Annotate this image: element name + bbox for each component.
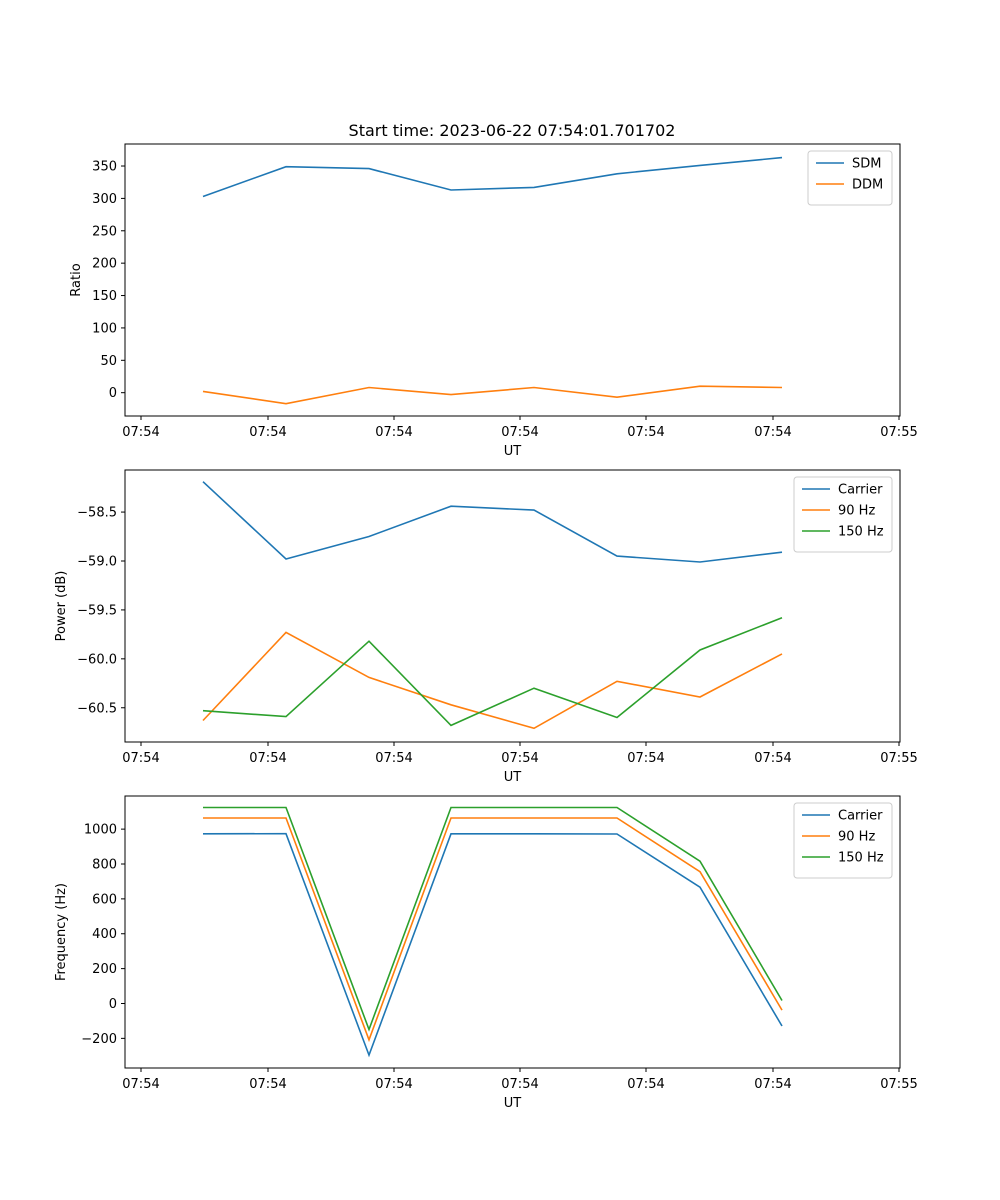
y-tick-label: −60.5 <box>77 701 117 716</box>
series-line-150-hz <box>203 806 783 1032</box>
y-tick-label: 0 <box>109 997 117 1012</box>
y-tick-label: 0 <box>109 386 117 401</box>
legend-label: 150 Hz <box>838 525 884 540</box>
series-line-carrier <box>202 832 783 1058</box>
legend-label: 90 Hz <box>838 830 875 845</box>
y-axis-label: Frequency (Hz) <box>54 883 69 981</box>
x-tick-label: 07:54 <box>627 751 664 766</box>
x-tick-label: 07:54 <box>375 751 412 766</box>
y-tick-label: −60.0 <box>77 652 117 667</box>
legend-label: SDM <box>852 157 881 172</box>
y-tick-label: 200 <box>92 962 117 977</box>
legend-label: 90 Hz <box>838 504 875 519</box>
x-tick-label: 07:54 <box>375 425 412 440</box>
y-tick-label: 400 <box>92 927 117 942</box>
x-tick-label: 07:54 <box>375 1077 412 1092</box>
x-tick-label: 07:55 <box>880 425 917 440</box>
y-tick-label: 50 <box>100 354 117 369</box>
x-tick-label: 07:54 <box>754 1077 791 1092</box>
y-tick-label: −200 <box>81 1032 117 1047</box>
x-tick-label: 07:54 <box>754 425 791 440</box>
x-tick-label: 07:54 <box>501 751 538 766</box>
x-tick-label: 07:54 <box>627 425 664 440</box>
x-tick-label: 07:54 <box>754 751 791 766</box>
legend-box <box>807 150 893 206</box>
legend-label: 150 Hz <box>838 851 884 866</box>
y-tick-label: −59.0 <box>77 554 117 569</box>
series-line-carrier <box>202 481 783 563</box>
y-tick-label: −58.5 <box>77 506 117 521</box>
axes-frame <box>124 469 901 743</box>
x-tick-label: 07:55 <box>880 751 917 766</box>
series-line-90-hz <box>202 631 783 730</box>
y-tick-label: 100 <box>92 321 117 336</box>
legend-label: Carrier <box>838 483 883 498</box>
y-tick-label: 1000 <box>84 823 117 838</box>
plots: 07:54 07:54 07:54 07:54 07:54 07:54 07:55 0 50 10… <box>54 143 918 1111</box>
y-tick-label: 200 <box>92 257 117 272</box>
legend-box <box>793 476 893 553</box>
x-tick-label: 07:54 <box>249 1077 286 1092</box>
y-tick-label: 300 <box>92 192 117 207</box>
y-tick-label: 800 <box>92 858 117 873</box>
axes-frame <box>124 795 901 1069</box>
x-tick-label: 07:54 <box>501 1077 538 1092</box>
series-line-90-hz <box>203 817 783 1043</box>
legend-label: DDM <box>852 178 883 193</box>
series-line-sdm <box>202 156 783 198</box>
x-axis-label: UT <box>504 770 522 785</box>
series-line-ddm <box>202 385 783 405</box>
x-tick-label: 07:54 <box>501 425 538 440</box>
legend-label: Carrier <box>838 809 883 824</box>
y-tick-label: 150 <box>92 289 117 304</box>
y-axis-label: Ratio <box>69 263 84 296</box>
series-line-150-hz <box>202 616 783 727</box>
y-tick-label: 350 <box>92 160 117 175</box>
chart-panel-2: 07:54 07:54 07:54 07:54 07:54 07:54 07:55 −60.5… <box>54 469 918 785</box>
axes-frame <box>124 143 901 417</box>
x-tick-label: 07:54 <box>249 425 286 440</box>
x-tick-label: 07:55 <box>880 1077 917 1092</box>
x-tick-label: 07:54 <box>627 1077 664 1092</box>
y-tick-label: 250 <box>92 224 117 239</box>
x-axis-label: UT <box>504 1096 522 1111</box>
x-tick-label: 07:54 <box>249 751 286 766</box>
x-tick-label: 07:54 <box>122 425 159 440</box>
chart-panel-3: 07:54 07:54 07:54 07:54 07:54 07:54 07:55 −200 0… <box>54 795 918 1111</box>
figure-title: Start time: 2023-06-22 07:54:01.701702 <box>349 121 676 140</box>
legend-box <box>793 802 893 879</box>
y-tick-label: 600 <box>92 892 117 907</box>
y-tick-label: −59.5 <box>77 603 117 618</box>
x-tick-label: 07:54 <box>122 751 159 766</box>
x-tick-label: 07:54 <box>122 1077 159 1092</box>
y-axis-label: Power (dB) <box>54 571 69 642</box>
chart-panel-1: 07:54 07:54 07:54 07:54 07:54 07:54 07:55 0 50 10… <box>69 143 918 459</box>
x-axis-label: UT <box>504 444 522 459</box>
